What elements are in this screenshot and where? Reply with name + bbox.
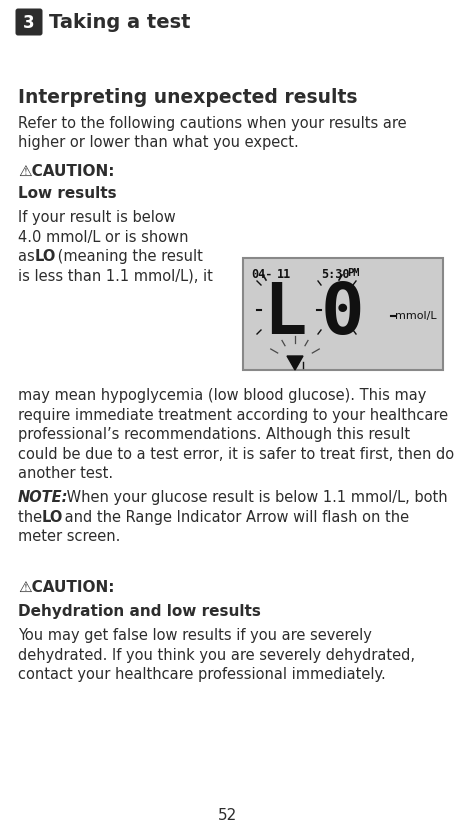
Text: meter screen.: meter screen. bbox=[18, 529, 121, 544]
Text: 4.0 mmol/L or is shown: 4.0 mmol/L or is shown bbox=[18, 230, 188, 245]
Polygon shape bbox=[287, 356, 303, 370]
Text: PM: PM bbox=[347, 268, 359, 278]
Text: may mean hypoglycemia (low blood glucose). This may: may mean hypoglycemia (low blood glucose… bbox=[18, 388, 426, 403]
Text: and the Range Indicator Arrow will flash on the: and the Range Indicator Arrow will flash… bbox=[60, 510, 409, 525]
Text: ⚠CAUTION:: ⚠CAUTION: bbox=[18, 164, 115, 179]
Text: as: as bbox=[18, 249, 40, 264]
Text: Low results: Low results bbox=[18, 186, 116, 201]
Text: If your result is below: If your result is below bbox=[18, 210, 176, 225]
Text: another test.: another test. bbox=[18, 466, 113, 481]
Text: mmol/L: mmol/L bbox=[395, 311, 437, 321]
Text: higher or lower than what you expect.: higher or lower than what you expect. bbox=[18, 135, 299, 150]
Text: the: the bbox=[18, 510, 47, 525]
Text: Refer to the following cautions when your results are: Refer to the following cautions when you… bbox=[18, 116, 407, 131]
Text: is less than 1.1 mmol/L), it: is less than 1.1 mmol/L), it bbox=[18, 268, 213, 284]
Text: L: L bbox=[263, 280, 307, 349]
Text: LO: LO bbox=[35, 249, 56, 264]
Text: Taking a test: Taking a test bbox=[49, 13, 191, 32]
Text: require immediate treatment according to your healthcare: require immediate treatment according to… bbox=[18, 408, 448, 422]
Text: 11: 11 bbox=[277, 268, 291, 281]
Text: ⚠CAUTION:: ⚠CAUTION: bbox=[18, 580, 115, 595]
Text: professional’s recommendations. Although this result: professional’s recommendations. Although… bbox=[18, 427, 410, 442]
Text: 52: 52 bbox=[218, 808, 237, 823]
Text: 5:30: 5:30 bbox=[321, 268, 349, 281]
Text: LO: LO bbox=[42, 510, 63, 525]
FancyBboxPatch shape bbox=[15, 8, 42, 36]
Text: 04-: 04- bbox=[251, 268, 273, 281]
Text: 3: 3 bbox=[23, 13, 35, 32]
Text: dehydrated. If you think you are severely dehydrated,: dehydrated. If you think you are severel… bbox=[18, 647, 415, 662]
Text: Interpreting unexpected results: Interpreting unexpected results bbox=[18, 88, 358, 107]
Text: contact your healthcare professional immediately.: contact your healthcare professional imm… bbox=[18, 667, 386, 682]
Text: could be due to a test error, it is safer to treat first, then do: could be due to a test error, it is safe… bbox=[18, 447, 454, 461]
Text: NOTE:: NOTE: bbox=[18, 490, 69, 505]
Text: (meaning the result: (meaning the result bbox=[53, 249, 203, 264]
Text: You may get false low results if you are severely: You may get false low results if you are… bbox=[18, 628, 372, 643]
FancyBboxPatch shape bbox=[243, 258, 443, 370]
Text: When your glucose result is below 1.1 mmol/L, both: When your glucose result is below 1.1 mm… bbox=[62, 490, 448, 505]
Text: Dehydration and low results: Dehydration and low results bbox=[18, 604, 261, 619]
Text: 0: 0 bbox=[321, 280, 364, 349]
